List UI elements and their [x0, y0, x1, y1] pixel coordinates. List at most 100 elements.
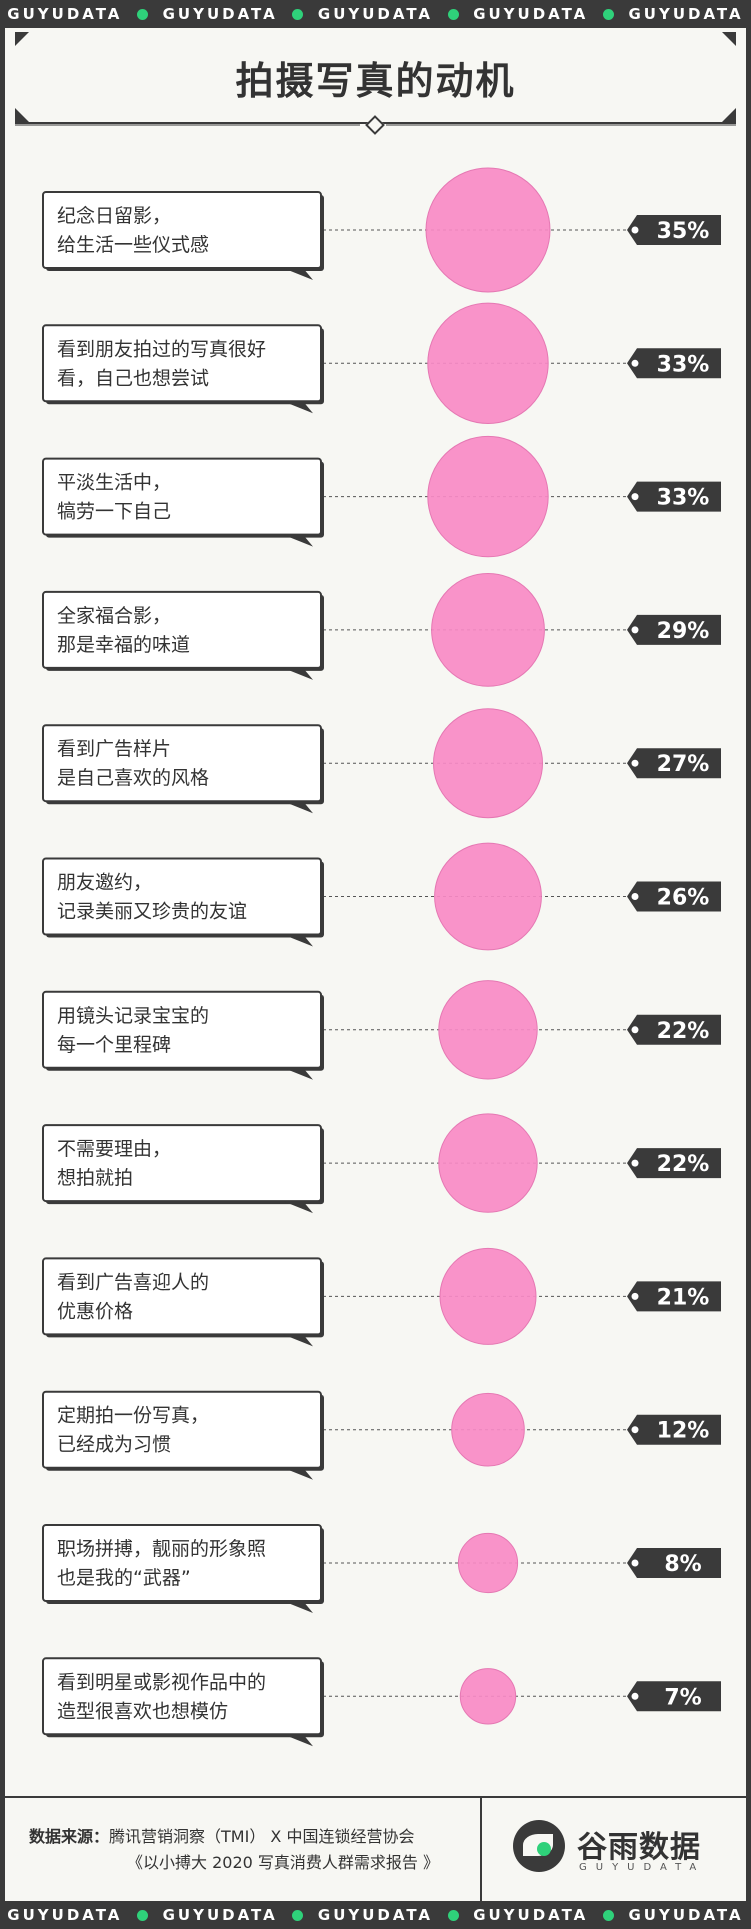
- bubble-mark: [425, 167, 551, 293]
- category-label: 定期拍一份写真，: [57, 1405, 209, 1427]
- label-tail: [283, 1334, 313, 1347]
- category-label: 全家福合影，: [57, 605, 171, 627]
- label-box: [42, 191, 322, 269]
- category-label: 造型很喜欢也想模仿: [57, 1700, 228, 1722]
- bubble-mark: [457, 1532, 519, 1594]
- label-tail: [283, 934, 313, 947]
- value-tag-dot: [631, 626, 639, 634]
- green-dot-icon: [447, 1909, 459, 1921]
- bottom-brand-strip: GUYUDATA GUYUDATA GUYUDATA GUYUDATA GUYU…: [0, 1901, 751, 1929]
- value-tag: [627, 215, 721, 245]
- value-tag-dot: [631, 1292, 639, 1300]
- value-label: 8%: [664, 1552, 701, 1577]
- label-box: [42, 1657, 322, 1736]
- value-tag: [627, 1148, 721, 1179]
- strip-text: GUYUDATA: [473, 5, 589, 23]
- bubble-mark: [433, 708, 543, 819]
- category-label: 看到明星或影视作品中的: [57, 1671, 266, 1693]
- value-tag: [627, 881, 721, 912]
- source-line-2: 《以小搏大 2020 写真消费人群需求报告 》: [127, 1853, 439, 1872]
- value-tag-dot: [631, 1026, 639, 1034]
- label-tail: [283, 268, 313, 280]
- value-label: 33%: [657, 486, 710, 511]
- category-label: 纪念日留影，: [57, 204, 171, 227]
- strip-text: GUYUDATA: [162, 5, 278, 23]
- label-box: [42, 1124, 322, 1203]
- label-tail: [283, 1067, 313, 1080]
- logo-english-text: GUYUDATA: [579, 1862, 706, 1873]
- category-label: 也是我的“武器”: [57, 1567, 191, 1589]
- label-box: [42, 724, 322, 803]
- bubble-mark: [431, 573, 545, 687]
- value-tag-dot: [631, 1159, 639, 1167]
- bubble-mark: [427, 302, 549, 424]
- corner-decoration: [15, 32, 29, 46]
- label-tail: [283, 1601, 313, 1613]
- green-dot-icon: [602, 1909, 614, 1921]
- label-tail: [283, 667, 313, 680]
- label-tail: [283, 1734, 313, 1747]
- value-tag: [627, 348, 721, 379]
- label-box: [42, 324, 322, 403]
- green-dot-icon: [602, 8, 614, 20]
- label-box: [42, 990, 322, 1069]
- value-tag: [627, 1681, 721, 1712]
- green-dot-icon: [137, 1909, 148, 1921]
- bubble-mark: [434, 842, 542, 951]
- label-box: [42, 1390, 322, 1469]
- strip-text: GUYUDATA: [317, 5, 433, 23]
- value-label: 26%: [657, 886, 710, 911]
- value-tag-dot: [631, 1559, 639, 1567]
- green-dot-icon: [137, 8, 148, 20]
- value-label: 12%: [657, 1419, 710, 1444]
- bubble-mark: [427, 435, 549, 558]
- category-label: 优惠价格: [57, 1300, 133, 1322]
- value-tag-dot: [631, 359, 639, 367]
- value-tag: [627, 1548, 721, 1578]
- value-tag: [627, 481, 721, 512]
- category-label: 朋友邀约，: [57, 872, 152, 894]
- logo-chinese-text: 谷雨数据: [577, 1830, 701, 1865]
- value-label: 35%: [657, 219, 710, 244]
- green-dot-icon: [447, 8, 459, 20]
- strip-text: GUYUDATA: [317, 1906, 433, 1924]
- value-label: 22%: [657, 1019, 710, 1044]
- value-tag-dot: [631, 226, 639, 234]
- label-tail: [283, 1467, 313, 1480]
- category-label: 看到朋友拍过的写真很好: [57, 338, 266, 360]
- value-tag: [627, 1014, 721, 1045]
- category-label: 给生活一些仪式感: [57, 234, 209, 256]
- footer-vertical-divider: [480, 1798, 482, 1901]
- category-label: 每一个里程碑: [57, 1034, 171, 1056]
- category-label: 是自己喜欢的风格: [57, 767, 209, 789]
- strip-text: GUYUDATA: [7, 1906, 123, 1924]
- value-label: 21%: [657, 1285, 710, 1310]
- value-label: 27%: [657, 752, 710, 777]
- guyu-bird-logo-icon: [513, 1820, 565, 1872]
- value-label: 29%: [657, 619, 710, 644]
- value-tag-dot: [631, 893, 639, 900]
- category-label: 看到广告样片: [57, 738, 171, 760]
- label-box: [42, 1257, 322, 1336]
- label-tail: [283, 401, 313, 414]
- top-brand-strip: GUYUDATA GUYUDATA GUYUDATA GUYUDATA GUYU…: [0, 0, 751, 28]
- label-box: [42, 457, 322, 536]
- value-tag-dot: [631, 1692, 639, 1700]
- label-tail: [283, 1201, 313, 1214]
- value-label: 33%: [657, 352, 710, 377]
- green-dot-icon: [292, 1909, 304, 1921]
- chart-title: 拍摄写真的动机: [235, 59, 516, 103]
- source-label: 数据来源：: [29, 1827, 110, 1846]
- category-label: 那是幸福的味道: [57, 634, 190, 656]
- bubble-mark: [438, 1113, 538, 1213]
- label-tail: [283, 801, 313, 814]
- strip-text: GUYUDATA: [7, 5, 123, 23]
- value-tag-dot: [631, 759, 639, 767]
- bubble-mark: [459, 1668, 517, 1725]
- corner-decoration: [722, 108, 736, 122]
- data-source: 数据来源：腾讯营销洞察（TMI） X 中国连锁经营协会 《以小搏大 2020 写…: [29, 1824, 479, 1876]
- strip-text: GUYUDATA: [628, 1906, 744, 1924]
- category-label: 平淡生活中，: [57, 472, 171, 494]
- corner-decoration: [722, 32, 736, 46]
- value-tag: [627, 1281, 721, 1312]
